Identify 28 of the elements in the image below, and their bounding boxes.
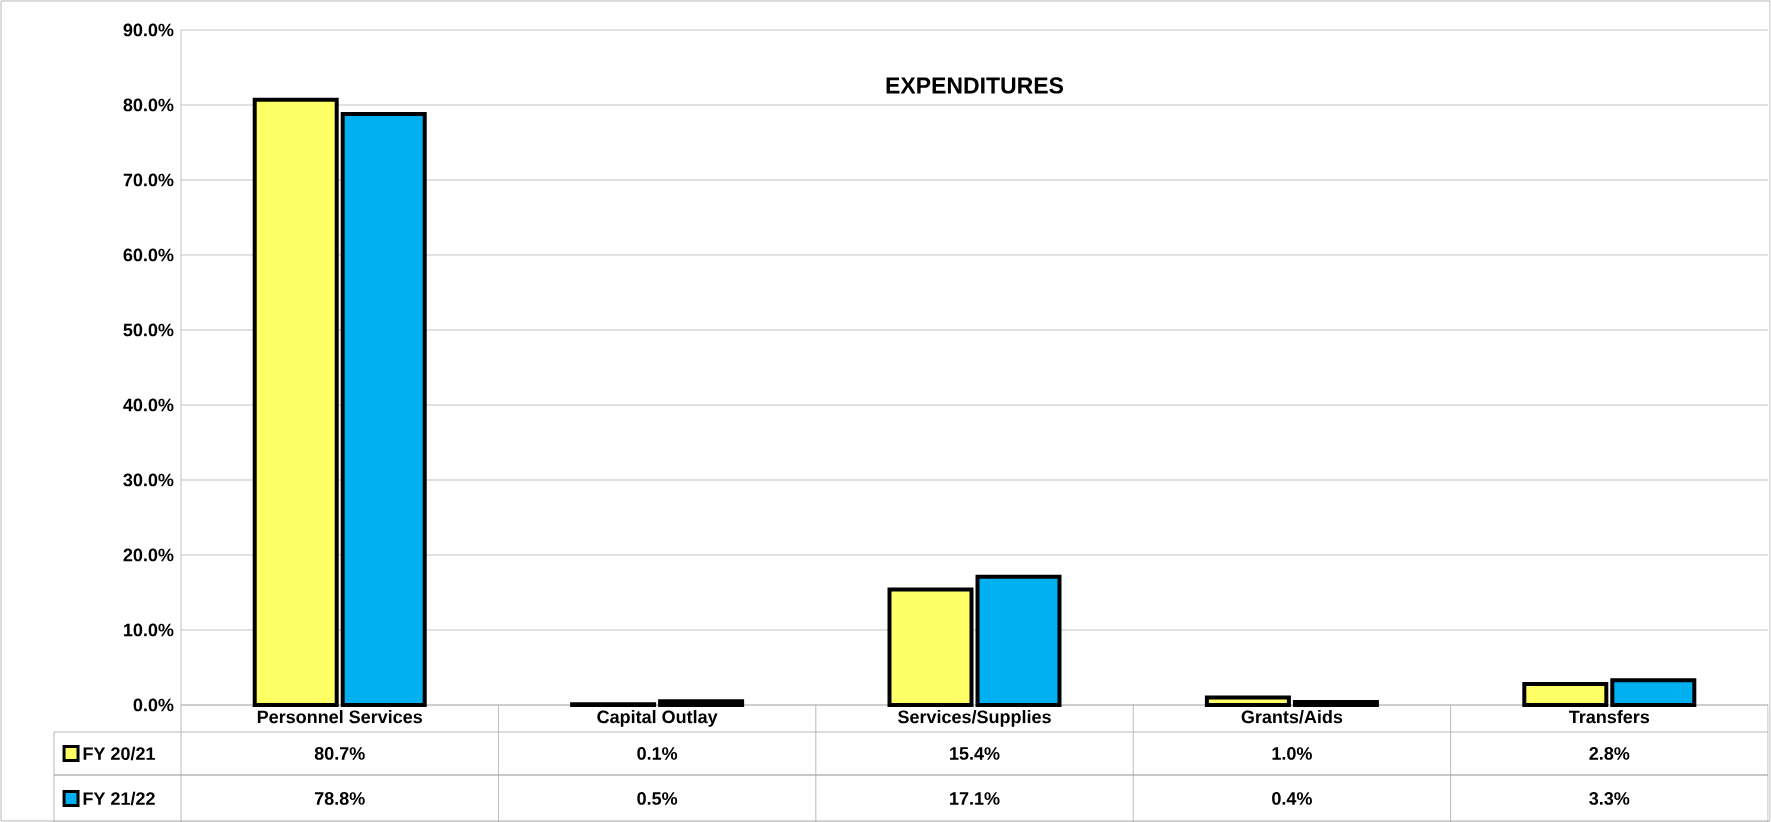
legend-label: FY 20/21 [83,746,155,761]
y-tick-label: 0.0% [133,698,174,712]
data-label: 0.5% [637,792,678,805]
y-tick-label: 20.0% [123,548,174,562]
x-tick-label: Grants/Aids [1241,710,1343,724]
y-tick-label: 80.0% [123,98,174,112]
y-tick-label: 40.0% [123,398,174,412]
x-tick-label: Transfers [1568,710,1650,724]
x-tick-label: Services/Supplies [898,710,1051,727]
legend-label: FY 21/22 [83,791,155,806]
x-tick-label: Personnel Services [257,710,423,724]
y-tick-label: 90.0% [123,23,174,37]
y-tick-label: 70.0% [123,173,174,187]
data-label: 0.4% [1272,792,1312,805]
y-tick-label: 50.0% [123,323,174,337]
data-label: 15.4% [950,747,1000,760]
text: EXPENDITURES [886,77,1064,94]
data-label: 80.7% [314,747,365,760]
data-label: 2.8% [1589,747,1630,760]
data-label: 1.0% [1272,747,1312,760]
data-label: 0.1% [637,747,678,760]
data-label: 78.8% [314,792,365,805]
y-tick-label: 10.0% [124,623,174,637]
data-label: 3.3% [1589,792,1630,805]
data-label: 17.1% [950,792,1000,805]
x-tick-label: Capital Outlay [597,710,718,727]
y-tick-label: 30.0% [123,473,174,487]
y-tick-label: 60.0% [123,248,174,262]
